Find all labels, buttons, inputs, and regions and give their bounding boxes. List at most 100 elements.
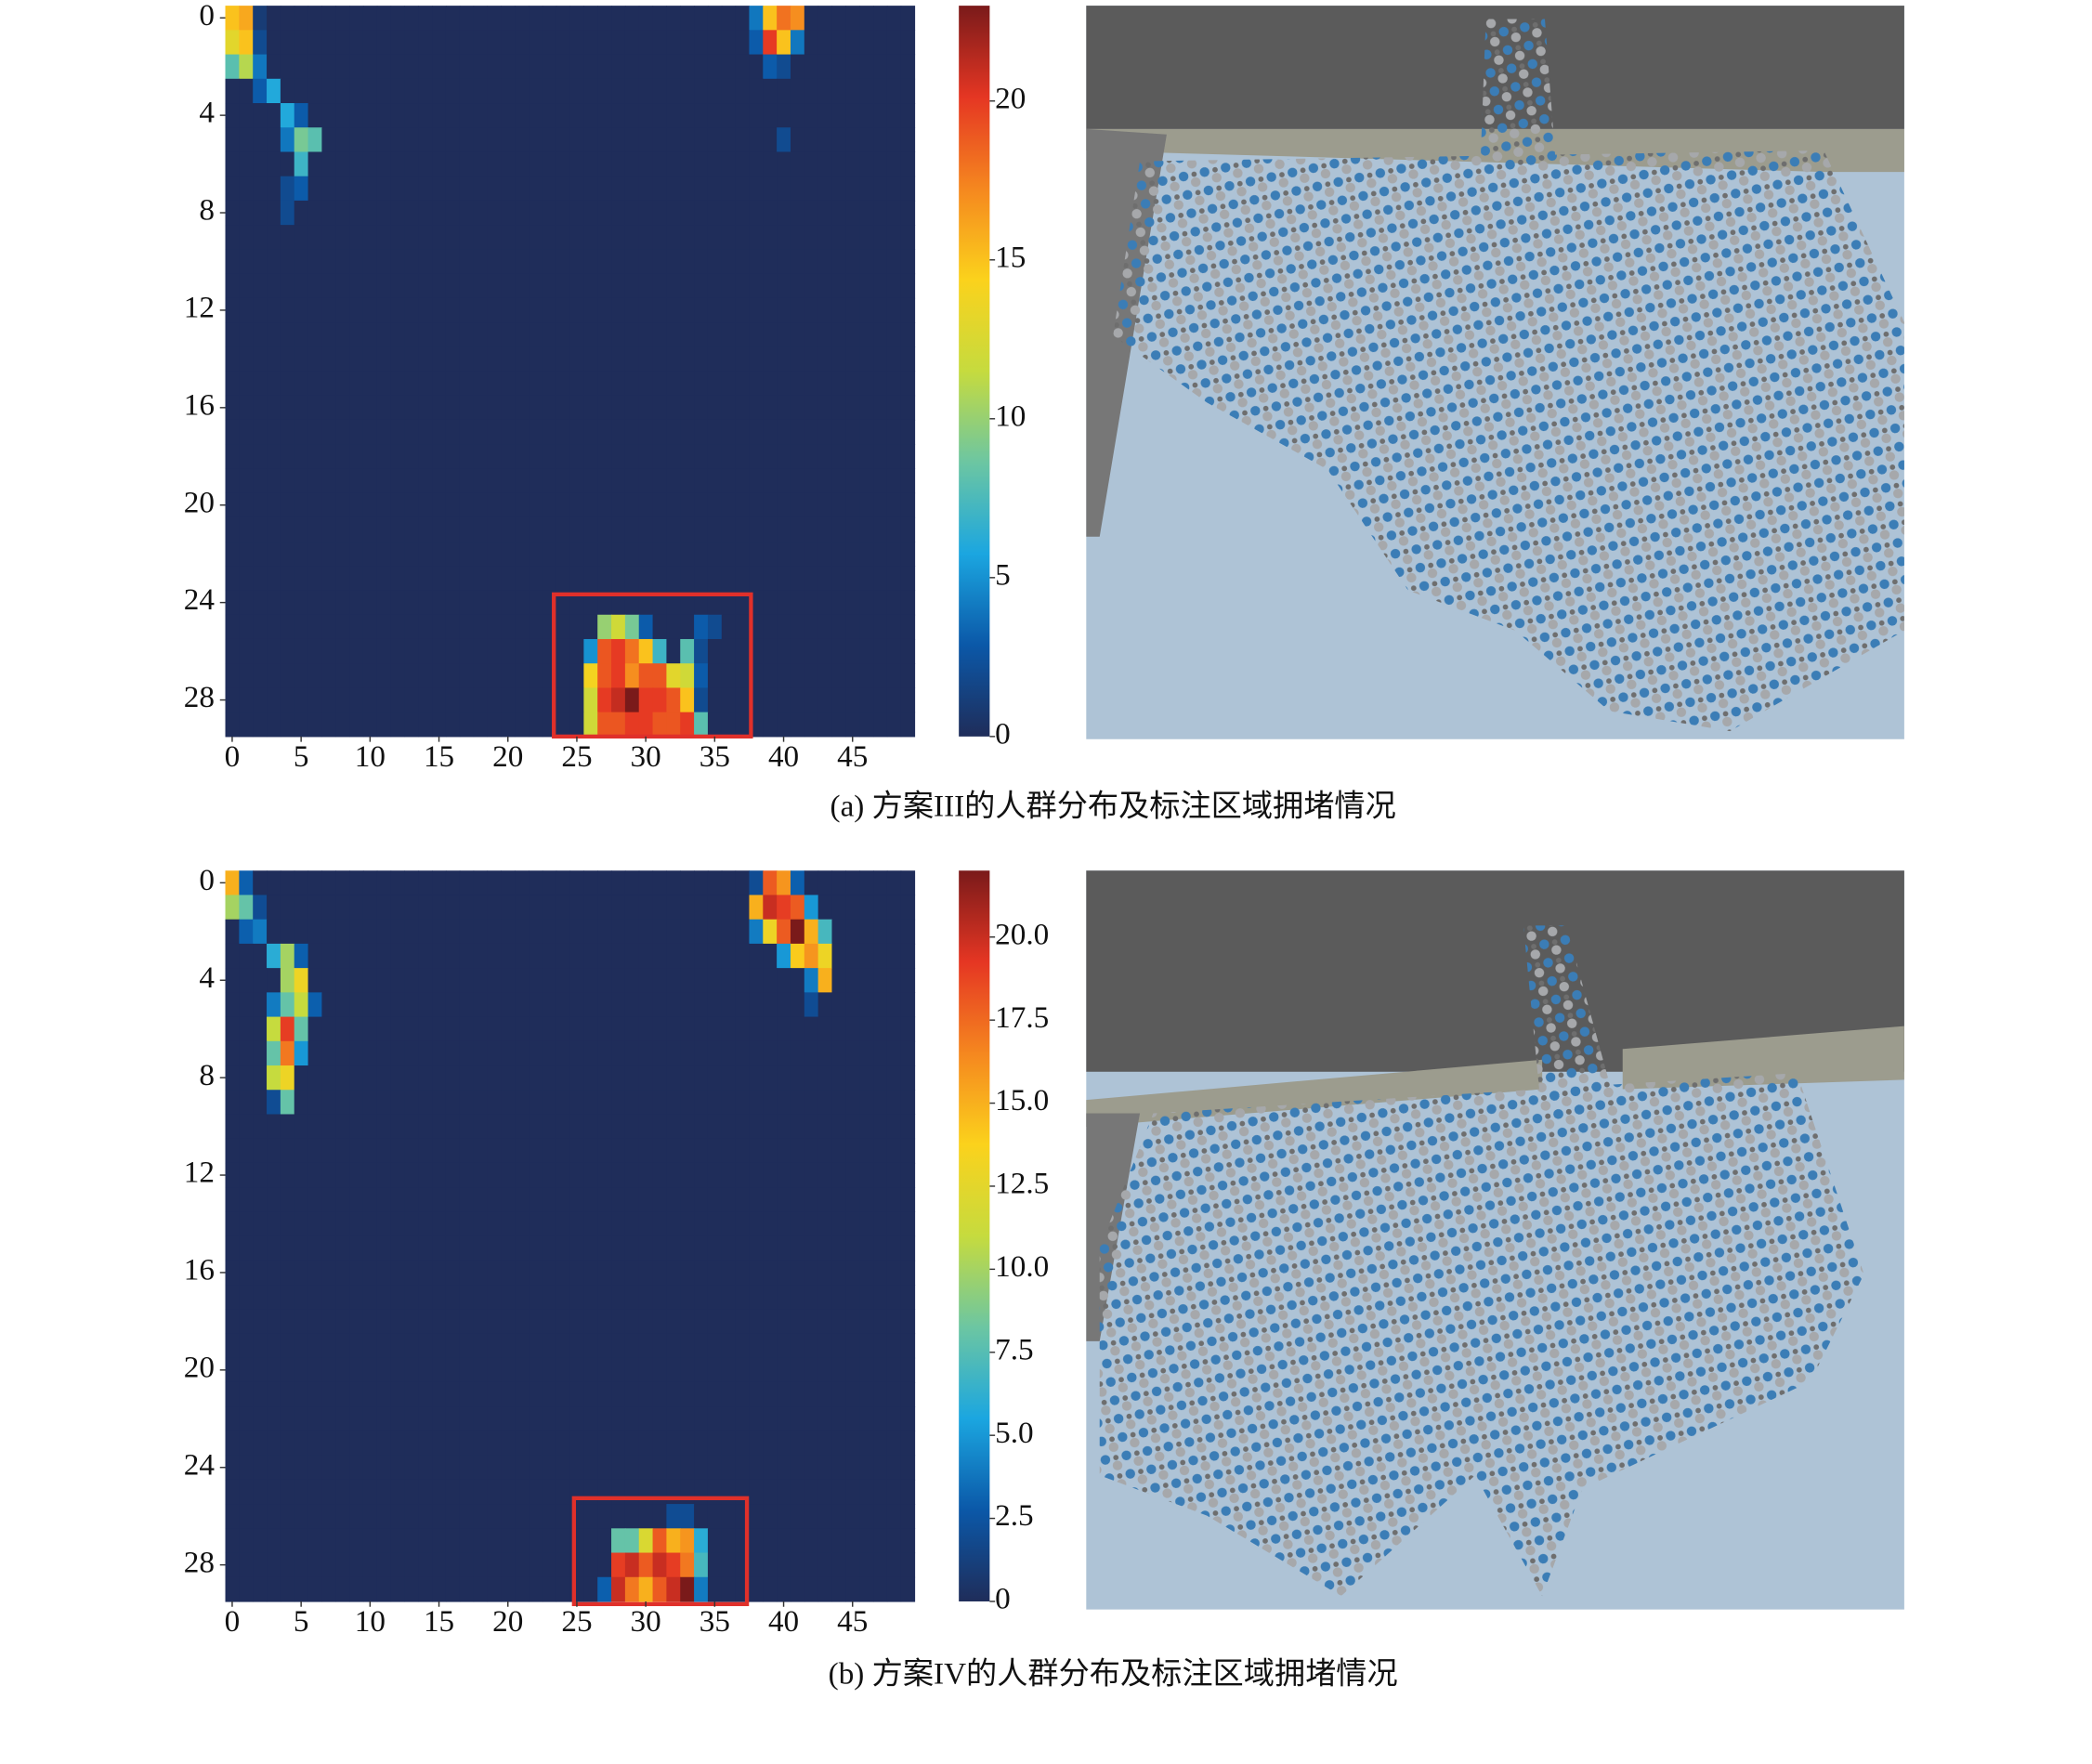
heat-cell [253,151,268,177]
heat-cell [280,1040,295,1066]
heat-cell [432,151,447,177]
heat-cell [790,1576,805,1602]
heat-cell [873,1406,888,1431]
heat-cell [583,870,598,896]
heat-cell [390,1528,406,1554]
heat-cell [307,30,322,56]
heat-cell [886,687,902,713]
heat-cell [763,663,778,688]
heat-cell [501,54,516,80]
heat-cell [376,1576,392,1602]
heat-cell [721,444,737,469]
heat-cell [376,225,392,250]
heat-cell [611,590,626,616]
heat-cell [611,176,626,202]
heat-cell [418,1357,433,1383]
heat-cell [873,322,888,347]
heat-cell [529,1309,543,1335]
heat-cell [349,1309,364,1335]
heat-cell [886,968,902,993]
heat-cell [321,566,336,592]
heat-cell [390,1333,406,1359]
heat-cell [694,968,709,993]
heat-cell [900,1162,916,1188]
heat-cell [473,151,489,177]
heat-cell [638,919,654,945]
heat-cell [501,870,516,896]
heat-cell [680,1162,695,1188]
heat-cell [611,103,626,128]
heat-cell [445,1162,461,1188]
heat-cell [390,6,406,31]
heat-cell [569,297,584,323]
heat-cell [763,6,778,31]
heat-cell [735,992,751,1018]
heat-cell [376,1065,392,1091]
heat-cell [418,992,433,1018]
heat-cell [335,1187,350,1212]
heat-cell [432,1235,447,1261]
heat-cell [721,1576,737,1602]
heat-cell [529,638,543,664]
heat-cell [376,1431,392,1457]
colorbar-tick-label: 5 [995,557,1011,592]
heat-cell [239,516,254,542]
heat-cell [487,127,502,153]
heat-cell [335,176,350,202]
heat-cell [831,468,846,494]
heat-cell [501,614,516,640]
heat-cell [459,870,475,896]
heat-cell [556,712,571,738]
heat-cell [404,297,419,323]
heat-cell [597,346,612,372]
heat-cell [253,322,268,347]
heat-cell [694,614,709,640]
heat-cell [225,1016,240,1042]
heat-cell [804,1211,819,1237]
heat-cell [362,297,378,323]
heat-cell [362,542,378,567]
heat-cell [845,590,860,616]
heat-cell [225,127,240,153]
heat-cell [515,1357,530,1383]
heat-cell [611,1333,626,1359]
heat-cell [404,1455,419,1481]
heat-cell [390,590,406,616]
heat-cell [611,1357,626,1383]
heat-cell [487,78,502,104]
heat-cell [777,614,791,640]
heat-cell [556,968,571,993]
heat-cell [515,919,530,945]
heat-cell [707,492,723,518]
heat-cell [735,1381,751,1407]
heat-cell [831,419,846,445]
heat-cell [900,395,916,421]
heat-cell [253,200,268,226]
heat-cell [267,663,281,688]
heat-cell [280,371,295,397]
heat-cell [638,78,654,104]
heat-cell [418,54,433,80]
heat-cell [253,297,268,323]
heat-cell [763,1285,778,1310]
heat-cell [253,992,268,1018]
heat-cell [432,1504,447,1529]
heat-cell [638,895,654,921]
heat-cell [611,1040,626,1066]
heat-cell [886,1309,902,1335]
heat-cell [886,151,902,177]
heat-cell [735,1431,751,1457]
heat-cell [666,151,681,177]
heat-cell [831,1138,846,1164]
heat-cell [666,516,681,542]
heat-cell [666,1576,681,1602]
heat-cell [652,6,667,31]
heat-cell [652,322,667,347]
heat-cell [390,1138,406,1164]
heat-cell [335,371,350,397]
heat-cell [501,1187,516,1212]
heat-cell [307,468,322,494]
heat-cell [239,371,254,397]
heat-cell [694,1552,709,1578]
heat-cell [335,590,350,616]
